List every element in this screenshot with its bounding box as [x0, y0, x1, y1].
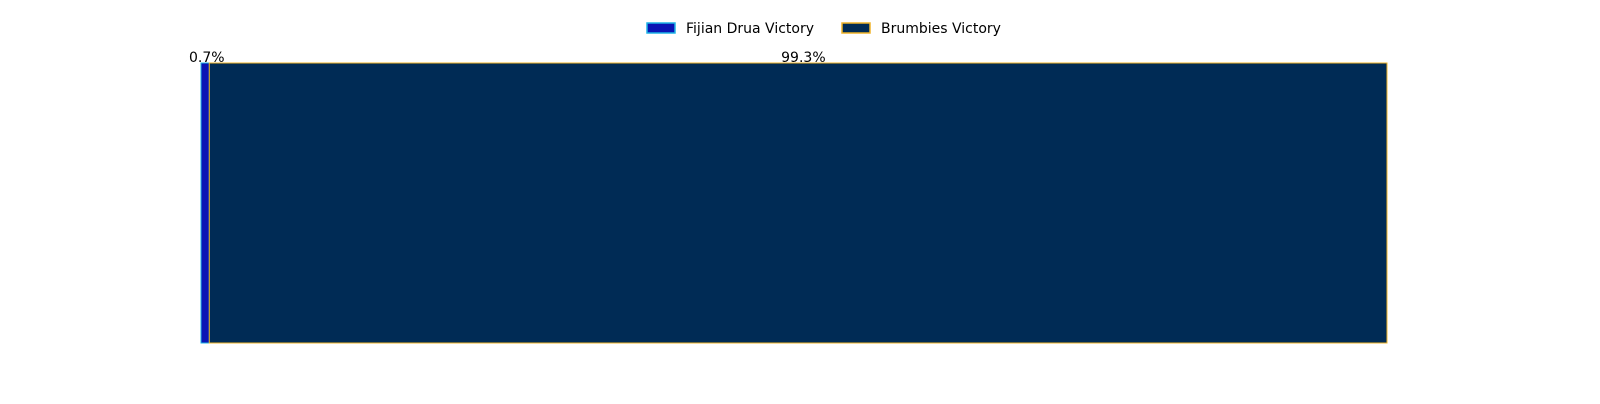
data-labels: 0.7% 99.3% [189, 50, 826, 66]
legend-label-brumbies-victory: Brumbies Victory [881, 21, 1001, 37]
bars [200, 62, 1388, 344]
legend: Fijian Drua Victory Brumbies Victory [646, 21, 1001, 37]
legend-item-brumbies-victory: Brumbies Victory [841, 21, 1001, 37]
legend-label-fijian-drua-victory: Fijian Drua Victory [686, 21, 814, 37]
data-label-fijian-drua-victory: 0.7% [189, 50, 225, 66]
data-label-brumbies-victory: 99.3% [781, 50, 825, 66]
bar-brumbies-victory [208, 62, 1388, 344]
bar-fijian-drua-victory [200, 62, 210, 344]
legend-item-fijian-drua-victory: Fijian Drua Victory [646, 21, 814, 37]
legend-swatch-fijian-drua-victory [646, 22, 676, 34]
legend-swatch-brumbies-victory [841, 22, 871, 34]
